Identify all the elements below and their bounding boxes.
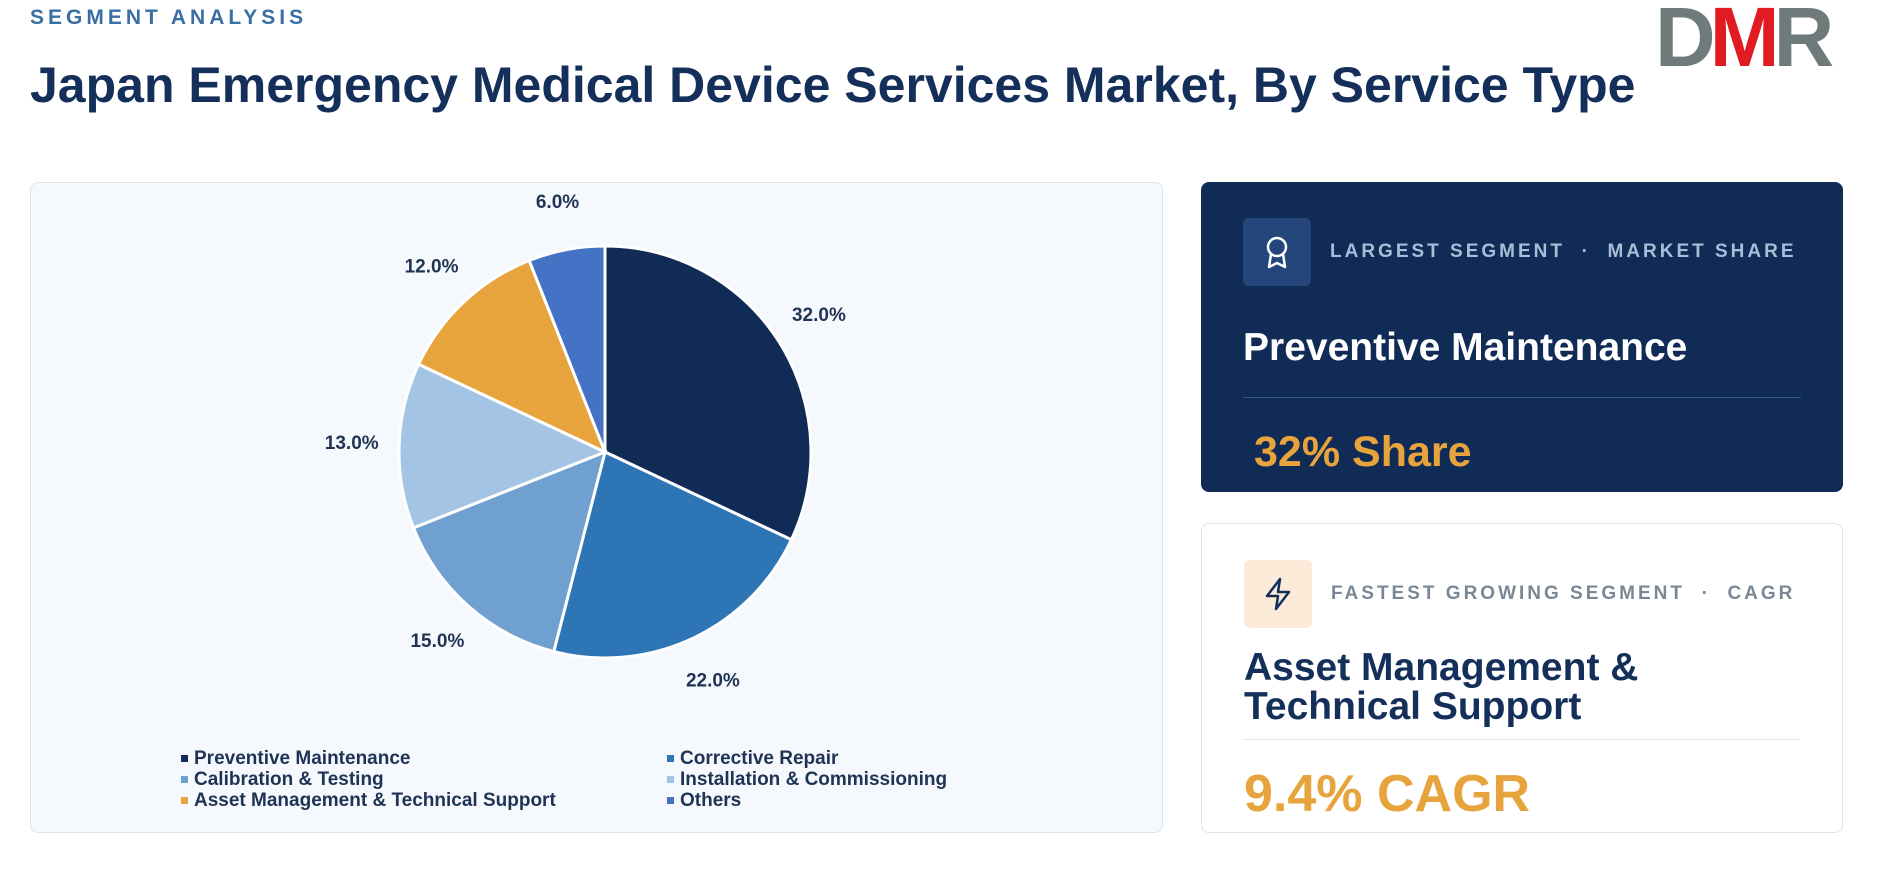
segment-value: 9.4% CAGR — [1244, 765, 1531, 823]
pie-slice — [603, 244, 813, 542]
legend-label: Corrective Repair — [680, 748, 839, 769]
largest-card: LARGEST SEGMENT · MARKET SHARE Preventiv… — [1201, 182, 1843, 492]
chart-card: 32.0% 22.0% 15.0% 13.0% 12.0% 6.0% Preventive … — [30, 182, 1163, 833]
data-label: 13.0% — [325, 433, 379, 454]
divider — [1244, 739, 1800, 740]
card-label: FASTEST GROWING SEGMENT · CAGR — [1331, 583, 1796, 604]
pie-slice — [527, 244, 607, 453]
legend-label: Asset Management & Technical Support — [194, 790, 556, 811]
bolt-icon — [1244, 560, 1312, 628]
fastest-card: FASTEST GROWING SEGMENT · CAGR Asset Man… — [1201, 523, 1843, 833]
eyebrow: SEGMENT ANALYSIS — [30, 6, 308, 29]
pie-slice — [551, 449, 794, 660]
data-label: 32.0% — [792, 305, 846, 326]
legend-swatch — [181, 776, 188, 783]
data-label: 12.0% — [405, 256, 459, 277]
page-title: Japan Emergency Medical Device Services … — [30, 57, 1636, 113]
legend-label: Preventive Maintenance — [194, 748, 410, 769]
legend-label: Others — [680, 790, 741, 811]
pie-slice — [397, 362, 609, 530]
legend-label: Calibration & Testing — [194, 769, 384, 790]
legend-swatch — [181, 797, 188, 804]
legend-swatch — [667, 797, 674, 804]
data-label: 6.0% — [536, 192, 579, 213]
divider — [1243, 397, 1801, 398]
segment-value: 32% Share — [1254, 428, 1472, 476]
pie-chart: 32.0% 22.0% 15.0% 13.0% 12.0% 6.0% Preventive … — [181, 192, 947, 811]
logo: DMR — [1655, 0, 1839, 84]
segment-name: Asset Management & Technical Support — [1244, 646, 1639, 728]
segment-name: Preventive Maintenance — [1243, 326, 1688, 369]
award-icon — [1243, 218, 1311, 286]
data-label: 15.0% — [410, 631, 464, 652]
legend-swatch — [667, 755, 674, 762]
legend-label: Installation & Commissioning — [680, 769, 947, 790]
legend-swatch — [667, 776, 674, 783]
pie-slice — [411, 449, 608, 654]
data-label: 22.0% — [686, 670, 740, 691]
pie-slice — [416, 258, 608, 455]
card-label: LARGEST SEGMENT · MARKET SHARE — [1330, 241, 1797, 262]
legend-swatch — [181, 755, 188, 762]
logo-text: DMR — [1655, 0, 1833, 84]
